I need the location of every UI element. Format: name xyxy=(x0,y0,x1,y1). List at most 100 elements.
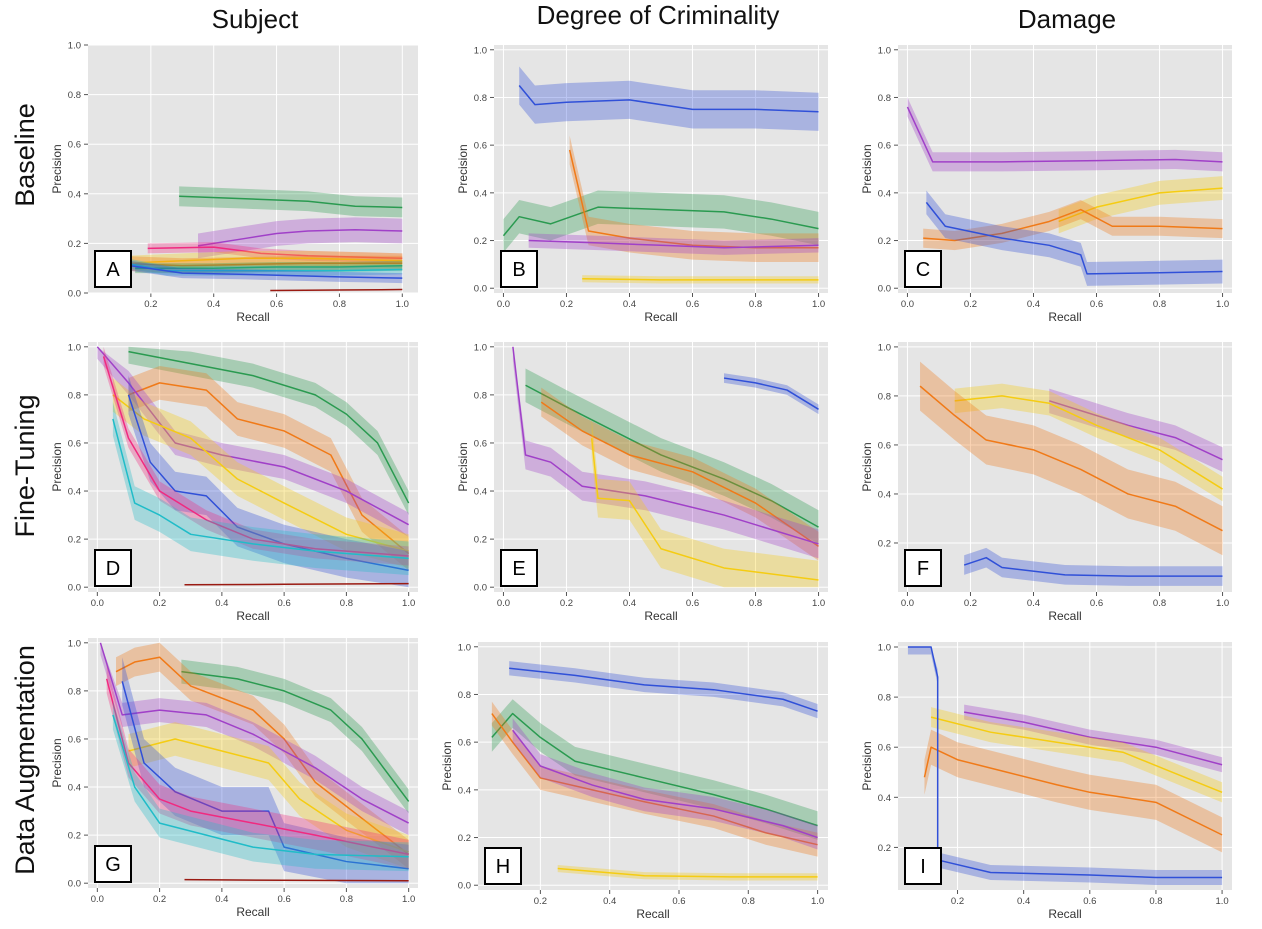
x-tick-label: 0.8 xyxy=(742,896,755,907)
panel-label-box xyxy=(904,847,942,885)
series-purple-band xyxy=(512,346,819,559)
series-yellow-line xyxy=(557,867,818,878)
x-tick-label: 0.2 xyxy=(534,896,547,907)
y-axis-label: Precision xyxy=(50,442,64,491)
series-blue-line xyxy=(907,646,1223,879)
y-tick-label: 0.6 xyxy=(878,141,891,152)
series-cyan-line xyxy=(112,714,409,858)
x-tick-label: 0.8 xyxy=(1149,896,1162,907)
series-blue-band xyxy=(509,661,818,719)
y-tick-label: 0.2 xyxy=(68,831,81,842)
series-purple-band xyxy=(1049,388,1223,472)
series-purple-line xyxy=(99,642,410,824)
series-orange-line xyxy=(540,401,819,547)
series-yellow-line xyxy=(128,738,409,853)
series-green-line xyxy=(491,712,818,827)
x-tick-label: 0.0 xyxy=(497,598,510,609)
x-tick-label: 0.4 xyxy=(623,299,636,310)
series-blue-line xyxy=(121,681,409,870)
series-yellow-band xyxy=(954,383,1223,502)
panel-G: 0.0 0.2 0.4 0.6 0.8 1.0 0.0 0.2 0.4 0.6 0.8 1.0 Reca… xyxy=(50,638,418,919)
series-green-line xyxy=(525,384,819,528)
series-orange-band xyxy=(920,361,1223,556)
panel-label-box xyxy=(500,549,538,587)
panel-label-box xyxy=(904,250,942,288)
y-tick-label: 0.4 xyxy=(474,188,487,199)
series-green-line xyxy=(502,206,819,237)
series-blue-line xyxy=(925,201,1223,275)
series-yellow-line xyxy=(954,395,1223,490)
y-axis-label: Precision xyxy=(456,442,470,491)
series-blue-line xyxy=(509,667,818,712)
row-title-baseline: Baseline xyxy=(10,103,40,207)
series-blue-line xyxy=(113,262,403,279)
series-yellow-band xyxy=(591,418,819,588)
x-tick-label: 0.8 xyxy=(340,894,353,905)
y-tick-label: 0.0 xyxy=(878,284,891,295)
y-tick-label: 1.0 xyxy=(474,45,487,56)
panel-label: A xyxy=(106,259,120,281)
series-yellow-band xyxy=(112,378,409,568)
y-tick-label: 0.4 xyxy=(878,188,891,199)
series-blue-band xyxy=(926,190,1223,286)
series-yellow-line xyxy=(582,277,819,281)
x-tick-label: 0.4 xyxy=(207,299,220,310)
series-blue-band xyxy=(519,66,819,131)
panel-label: B xyxy=(512,259,525,281)
series-yellow-band xyxy=(128,722,409,869)
panel-I: 0.2 0.4 0.6 0.8 1.0 0.2 0.4 0.6 0.8 1.0 Recall Prec… xyxy=(860,642,1232,921)
series-green-line xyxy=(135,264,403,269)
y-tick-label: 0.6 xyxy=(458,738,471,749)
series-orange-line xyxy=(119,262,403,267)
panel-C: 0.0 0.2 0.4 0.6 0.8 1.0 0.0 0.2 0.4 0.6 0.8 1.0 Reca… xyxy=(860,45,1232,324)
panel-label: C xyxy=(916,259,930,281)
y-tick-label: 0.2 xyxy=(458,833,471,844)
y-tick-label: 0.8 xyxy=(878,391,891,402)
x-tick-label: 0.2 xyxy=(964,598,977,609)
series-darkred-line xyxy=(270,288,403,292)
series-purple-line xyxy=(906,106,1223,163)
y-tick-label: 0.0 xyxy=(458,881,471,892)
y-tick-label: 0.8 xyxy=(68,90,81,101)
series-pink-line xyxy=(102,356,409,557)
series-cyan-band xyxy=(112,700,409,872)
series-yellow-line xyxy=(125,257,403,264)
series-pink-line xyxy=(105,678,409,856)
x-tick-label: 0.6 xyxy=(672,896,685,907)
y-tick-label: 0.6 xyxy=(878,440,891,451)
x-tick-label: 0.6 xyxy=(1090,299,1103,310)
y-tick-label: 0.2 xyxy=(878,843,891,854)
series-purple-band xyxy=(907,97,1223,172)
plot-area xyxy=(478,642,828,890)
y-tick-label: 0.2 xyxy=(68,239,81,250)
x-tick-label: 0.6 xyxy=(686,598,699,609)
series-green-line xyxy=(181,670,410,802)
x-tick-label: 0.4 xyxy=(1017,896,1030,907)
series-purple-line xyxy=(512,346,819,545)
series-green-band xyxy=(179,186,403,218)
x-tick-label: 0.8 xyxy=(1153,598,1166,609)
x-axis-label: Recall xyxy=(644,310,677,324)
y-tick-label: 0.4 xyxy=(878,793,891,804)
y-tick-label: 0.8 xyxy=(68,686,81,697)
plot-area xyxy=(898,45,1232,293)
y-tick-label: 1.0 xyxy=(458,642,471,653)
y-tick-label: 0.2 xyxy=(878,236,891,247)
panel-label-box xyxy=(484,847,522,885)
x-tick-label: 0.8 xyxy=(1153,299,1166,310)
x-tick-label: 0.4 xyxy=(215,894,228,905)
x-tick-label: 0.0 xyxy=(901,299,914,310)
y-tick-label: 0.8 xyxy=(458,690,471,701)
x-tick-label: 1.0 xyxy=(396,299,409,310)
y-axis-label: Precision xyxy=(860,741,874,790)
y-tick-label: 0.2 xyxy=(68,535,81,546)
y-tick-label: 0.6 xyxy=(474,438,487,449)
series-green-band xyxy=(491,699,818,840)
x-tick-label: 0.0 xyxy=(901,598,914,609)
x-tick-label: 0.2 xyxy=(153,894,166,905)
panel-B: 0.0 0.2 0.4 0.6 0.8 1.0 0.0 0.2 0.4 0.6 0.8 1.0 Reca… xyxy=(456,45,828,324)
series-orange-line xyxy=(491,713,818,846)
series-orange-line xyxy=(923,208,1223,242)
y-tick-label: 0.8 xyxy=(878,93,891,104)
y-tick-label: 0.4 xyxy=(458,785,471,796)
